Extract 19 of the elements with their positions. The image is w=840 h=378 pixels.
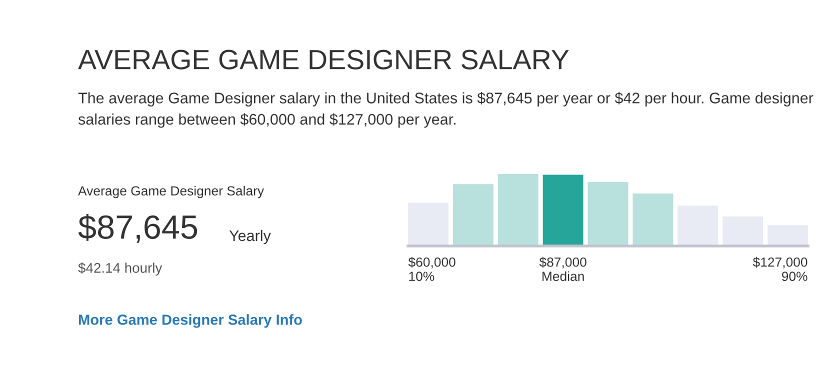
bar bbox=[722, 216, 764, 246]
text: Average Game Designer Salary bbox=[78, 186, 264, 198]
bar bbox=[678, 206, 718, 246]
x-tick-label: $60,000 10% bbox=[408, 256, 456, 282]
bar bbox=[542, 174, 584, 246]
bar bbox=[498, 174, 538, 246]
text: More Game Designer Salary Info bbox=[78, 314, 302, 328]
bar bbox=[632, 193, 674, 246]
x-tick-label: $87,000 Median bbox=[539, 256, 586, 282]
text: Yearly bbox=[229, 230, 271, 244]
x-tick-label: $127,000 90% bbox=[752, 256, 808, 282]
text: $87,645 bbox=[78, 214, 198, 243]
chart-title: AVERAGE GAME DESIGNER SALARY bbox=[78, 50, 569, 70]
bar bbox=[408, 202, 448, 246]
text: $42.14 hourly bbox=[78, 262, 162, 276]
chart-subtitle: The average Game Designer salary in the United States is $87,645 per year or $42 per hour. Game designer salaries range between $60,000 and $127,000 per year. bbox=[78, 92, 814, 128]
bar bbox=[588, 182, 628, 246]
bar bbox=[768, 225, 808, 246]
bar bbox=[452, 184, 494, 246]
